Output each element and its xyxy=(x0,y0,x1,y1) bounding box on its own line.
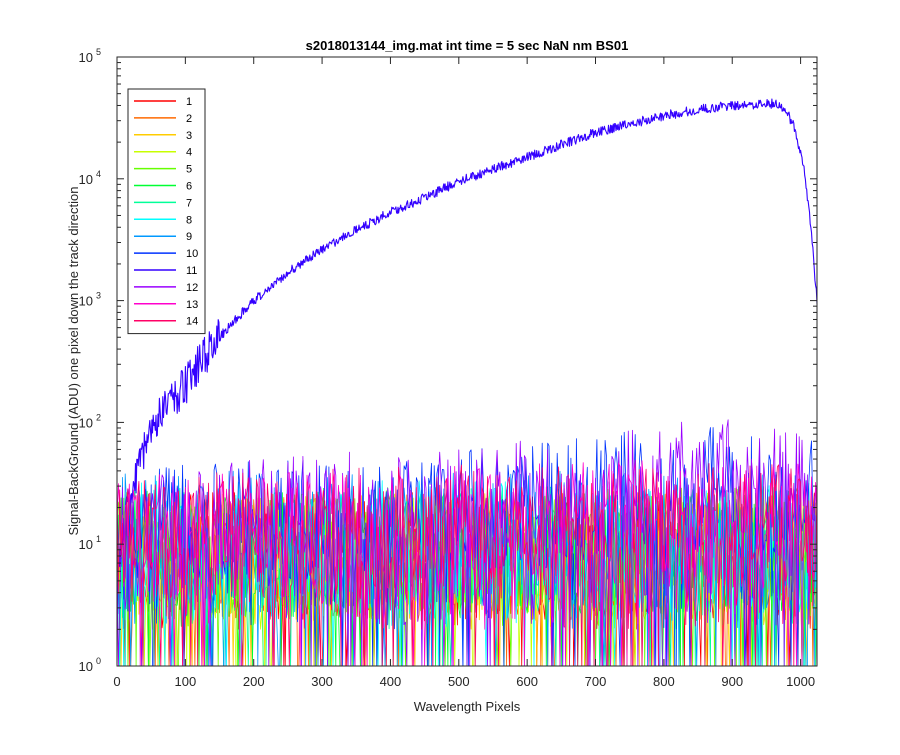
x-tick-label: 400 xyxy=(380,674,402,689)
y-axis-label: Signal-BackGround (ADU) one pixel down t… xyxy=(66,186,81,535)
y-tick-base: 10 xyxy=(79,172,93,187)
y-tick-exponent: 5 xyxy=(96,47,101,57)
legend-label-2: 2 xyxy=(186,113,192,125)
x-tick-label: 300 xyxy=(311,674,333,689)
legend-label-14: 14 xyxy=(186,316,198,328)
y-tick-exponent: 3 xyxy=(96,291,101,301)
series-layer xyxy=(117,98,817,666)
legend-label-12: 12 xyxy=(186,282,198,294)
legend-box xyxy=(127,88,206,335)
y-tick-label: 10 xyxy=(79,172,93,187)
y-tick-exponent: 4 xyxy=(96,169,101,179)
x-tick-label: 500 xyxy=(448,674,470,689)
y-tick-base: 10 xyxy=(79,659,93,674)
legend-label-3: 3 xyxy=(186,130,192,142)
x-tick-label: 900 xyxy=(721,674,743,689)
y-tick-base: 10 xyxy=(79,415,93,430)
y-tick-base: 10 xyxy=(79,50,93,65)
y-tick-label: 10 xyxy=(79,659,93,674)
x-axis: 0 100 200 300 400 500 600 700 800 900 1000 xyxy=(113,57,815,689)
x-tick-label: 800 xyxy=(653,674,675,689)
x-axis-label: Wavelength Pixels xyxy=(414,699,521,714)
y-tick-base: 10 xyxy=(79,537,93,552)
x-tick-label: 0 xyxy=(113,674,120,689)
legend-label-9: 9 xyxy=(186,231,192,243)
legend-label-8: 8 xyxy=(186,214,192,226)
y-tick-base: 10 xyxy=(79,294,93,309)
x-tick-label: 700 xyxy=(585,674,607,689)
y-tick-exponent: 0 xyxy=(96,656,101,666)
series-11-line xyxy=(117,98,817,615)
x-tick-label: 200 xyxy=(243,674,265,689)
legend-label-6: 6 xyxy=(186,181,192,193)
legend-label-13: 13 xyxy=(186,299,198,311)
legend-label-7: 7 xyxy=(186,197,192,209)
x-tick-label: 600 xyxy=(516,674,538,689)
series-13-line xyxy=(117,459,817,666)
x-tick-label: 100 xyxy=(175,674,197,689)
legend-label-4: 4 xyxy=(186,147,192,159)
legend-label-5: 5 xyxy=(186,164,192,176)
y-tick-label: 10 xyxy=(79,415,93,430)
legend-label-10: 10 xyxy=(186,248,198,260)
y-tick-label: 10 xyxy=(79,537,93,552)
y-tick-exponent: 2 xyxy=(96,412,101,422)
plot-frame xyxy=(116,56,818,667)
y-tick-exponent: 1 xyxy=(96,534,101,544)
legend-label-1: 1 xyxy=(186,96,192,108)
series-14-line xyxy=(117,463,817,666)
y-tick-label: 10 xyxy=(79,294,93,309)
chart-title: s2018013144_img.mat int time = 5 sec NaN… xyxy=(306,38,629,53)
x-tick-label: 1000 xyxy=(786,674,815,689)
y-tick-label: 10 xyxy=(79,50,93,65)
legend-label-11: 11 xyxy=(186,265,197,277)
